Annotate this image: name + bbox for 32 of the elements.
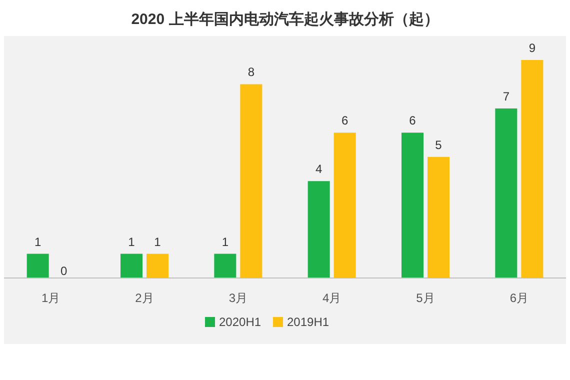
- bar: [214, 254, 236, 278]
- data-label: 0: [60, 264, 68, 278]
- data-label: 1: [128, 234, 136, 249]
- data-label: 9: [528, 41, 536, 55]
- data-label: 1: [154, 234, 162, 249]
- bar: [521, 60, 544, 278]
- data-label: 4: [315, 162, 322, 176]
- bar: [334, 132, 356, 278]
- bar: [240, 84, 262, 278]
- data-label: 6: [409, 114, 416, 128]
- bar: [428, 156, 450, 278]
- bar: [26, 254, 49, 278]
- x-tick-label: 5月: [416, 291, 435, 305]
- x-tick-label: 1月: [41, 291, 60, 305]
- legend-label: 2020H1: [219, 315, 262, 329]
- data-label: 1: [222, 234, 229, 249]
- bar: [308, 181, 330, 278]
- x-tick-label: 6月: [510, 291, 529, 305]
- data-label: 8: [248, 65, 255, 80]
- chart-title: 2020 上半年国内电动汽车起火事故分析（起）: [131, 10, 439, 28]
- data-label: 6: [341, 114, 348, 128]
- legend-label: 2019H1: [287, 315, 330, 329]
- x-tick-label: 3月: [228, 291, 248, 305]
- bar: [495, 108, 518, 278]
- data-label: 5: [435, 138, 442, 152]
- x-tick-label: 4月: [322, 291, 342, 305]
- x-tick-label: 2月: [135, 291, 154, 305]
- data-label: 1: [34, 234, 42, 249]
- data-label: 7: [502, 89, 510, 104]
- bar: [402, 132, 424, 278]
- bar: [120, 254, 142, 278]
- bar: [146, 254, 168, 278]
